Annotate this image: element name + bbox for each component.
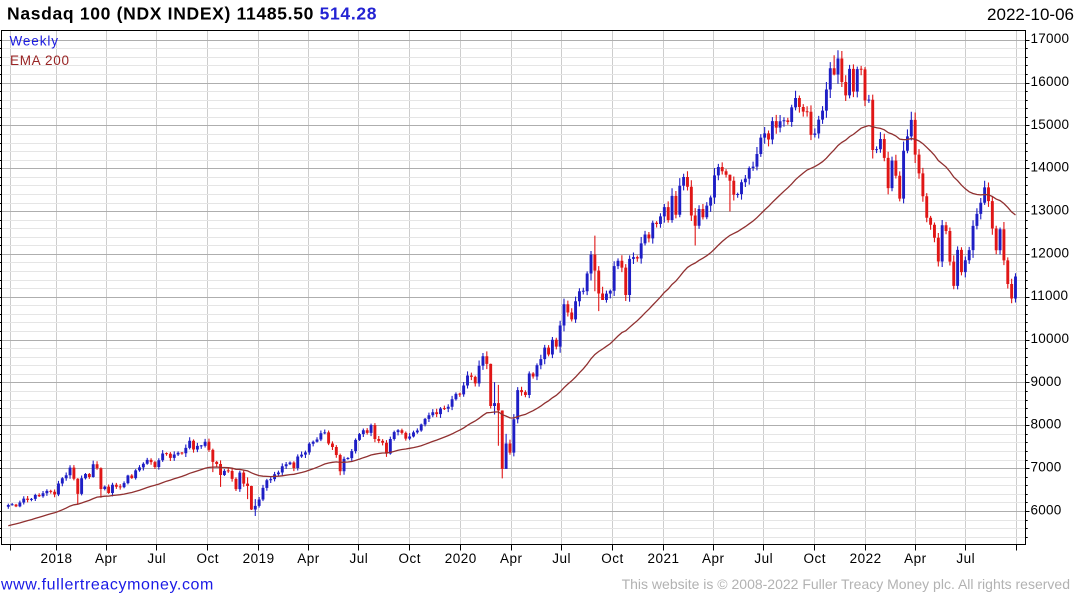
- svg-text:2019: 2019: [243, 551, 275, 566]
- svg-text:Apr: Apr: [95, 551, 118, 566]
- svg-text:13000: 13000: [1031, 203, 1070, 218]
- svg-text:Apr: Apr: [297, 551, 320, 566]
- svg-text:Apr: Apr: [702, 551, 725, 566]
- svg-text:Apr: Apr: [500, 551, 523, 566]
- svg-text:This website is © 2008-2022 Fu: This website is © 2008-2022 Fuller Treac…: [622, 576, 1070, 592]
- svg-text:Jul: Jul: [147, 551, 166, 566]
- svg-text:Jul: Jul: [754, 551, 773, 566]
- svg-text:Oct: Oct: [601, 551, 624, 566]
- svg-text:15000: 15000: [1031, 117, 1070, 132]
- svg-text:7000: 7000: [1031, 460, 1062, 475]
- svg-text:2022-10-06: 2022-10-06: [987, 5, 1074, 24]
- svg-text:2021: 2021: [647, 551, 679, 566]
- svg-text:17000: 17000: [1031, 31, 1070, 46]
- svg-text:8000: 8000: [1031, 417, 1062, 432]
- svg-text:Oct: Oct: [196, 551, 219, 566]
- svg-text:Oct: Oct: [399, 551, 422, 566]
- svg-text:2020: 2020: [445, 551, 477, 566]
- svg-text:EMA 200: EMA 200: [10, 53, 70, 68]
- svg-text:Weekly: Weekly: [10, 34, 59, 49]
- svg-text:2022: 2022: [850, 551, 882, 566]
- svg-text:www.fullertreacymoney.com: www.fullertreacymoney.com: [0, 577, 214, 594]
- svg-text:14000: 14000: [1031, 160, 1070, 175]
- svg-text:10000: 10000: [1031, 331, 1070, 346]
- svg-text:9000: 9000: [1031, 374, 1062, 389]
- svg-text:Jul: Jul: [552, 551, 571, 566]
- svg-text:Apr: Apr: [904, 551, 927, 566]
- svg-text:16000: 16000: [1031, 74, 1070, 89]
- svg-text:Nasdaq 100 (NDX INDEX) 11485.5: Nasdaq 100 (NDX INDEX) 11485.50 514.28: [7, 3, 377, 23]
- svg-text:12000: 12000: [1031, 245, 1070, 260]
- svg-text:2018: 2018: [40, 551, 72, 566]
- svg-text:Jul: Jul: [956, 551, 975, 566]
- svg-text:11000: 11000: [1031, 288, 1069, 303]
- svg-text:6000: 6000: [1031, 502, 1062, 517]
- svg-text:Jul: Jul: [350, 551, 369, 566]
- svg-text:Oct: Oct: [803, 551, 826, 566]
